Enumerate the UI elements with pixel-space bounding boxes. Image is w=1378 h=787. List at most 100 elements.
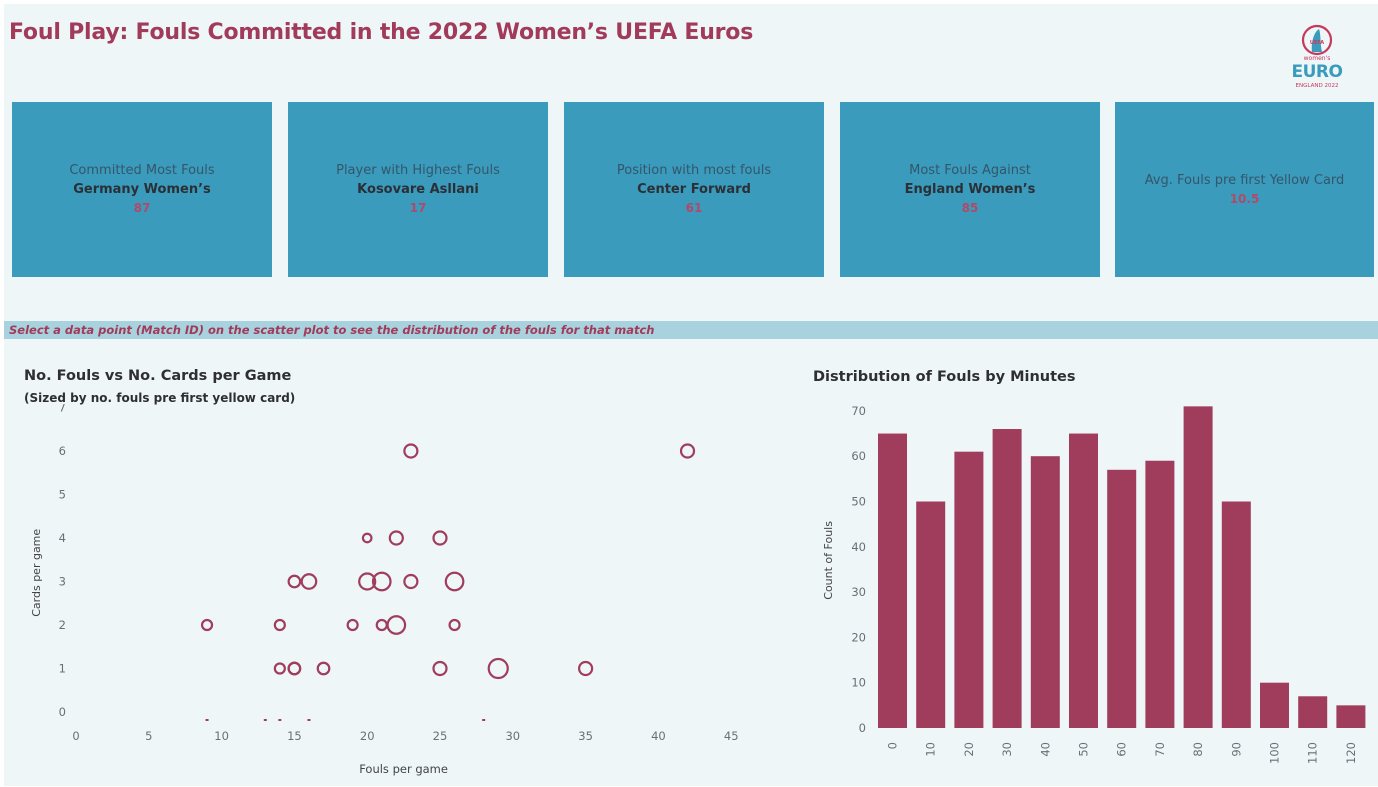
kpi-value: 85 (961, 201, 979, 215)
scatter-x-tick: 15 (287, 729, 302, 743)
scatter-point[interactable] (577, 660, 594, 677)
scatter-point[interactable] (386, 615, 407, 635)
logo-line1: UEFA (1310, 40, 1324, 46)
kpi-name: Germany Women’s (73, 182, 211, 197)
scatter-point[interactable] (361, 532, 373, 544)
bar-x-tick: 10 (924, 742, 938, 757)
scatter-x-tick: 35 (578, 729, 593, 743)
scatter-y-tick: 6 (59, 444, 66, 458)
scatter-y-tick: 4 (59, 531, 66, 545)
bar[interactable] (1145, 460, 1175, 728)
scatter-point[interactable] (200, 618, 214, 632)
bar[interactable] (1069, 433, 1098, 728)
scatter-point[interactable] (444, 571, 465, 592)
bar[interactable] (992, 429, 1022, 728)
scatter-x-tick: 5 (145, 729, 152, 743)
bar-y-tick: 30 (851, 585, 866, 599)
bar[interactable] (1183, 406, 1213, 728)
scatter-x-tick: 10 (214, 729, 229, 743)
bar-x-tick: 60 (1115, 742, 1129, 757)
bar-y-label: Count of Fouls (822, 521, 835, 600)
bar[interactable] (1221, 501, 1251, 729)
scatter-y-tick: 5 (59, 488, 66, 502)
logo-line3: EURO (1292, 62, 1343, 82)
kpi-label: Avg. Fouls pre first Yellow Card (1144, 172, 1345, 188)
bar[interactable] (1298, 696, 1328, 728)
bar-x-tick: 20 (962, 742, 976, 757)
scatter-subtitle: (Sized by no. fouls pre first yellow car… (24, 391, 296, 405)
logo-line2: women's (1304, 55, 1331, 62)
scatter-point[interactable] (388, 530, 404, 546)
scatter-point[interactable] (287, 661, 302, 676)
scatter-y-tick: 7 (59, 404, 66, 415)
bar-x-tick: 30 (1000, 742, 1014, 757)
scatter-point[interactable] (432, 660, 448, 677)
scatter-point[interactable] (273, 662, 286, 675)
scatter-point[interactable] (403, 573, 419, 590)
kpi-name: England Women’s (904, 182, 1036, 197)
page-title: Foul Play: Fouls Committed in the 2022 W… (9, 20, 754, 45)
scatter-point[interactable] (371, 571, 392, 592)
scatter-y-tick: 3 (59, 575, 66, 589)
scatter-x-tick: 40 (651, 729, 666, 743)
scatter-point[interactable] (448, 618, 461, 632)
bar-y-tick: 50 (851, 495, 866, 509)
scatter-point[interactable] (316, 661, 331, 676)
kpi-value: 87 (133, 201, 151, 215)
bar[interactable] (1107, 469, 1137, 728)
bar-x-tick: 50 (1077, 742, 1091, 757)
bar-x-tick: 40 (1038, 742, 1052, 757)
bar[interactable] (1030, 456, 1060, 728)
bar-y-tick: 10 (851, 676, 866, 690)
bar[interactable] (916, 501, 946, 729)
kpi-card-top-player[interactable]: Player with Highest Fouls Kosovare Aslla… (288, 102, 548, 277)
euro-logo: UEFA women's EURO ENGLAND 2022 (1292, 24, 1343, 89)
kpi-value: 17 (409, 201, 427, 215)
kpi-card-fouls-against[interactable]: Most Fouls Against England Women’s 85 (840, 102, 1100, 277)
scatter-point[interactable] (403, 443, 419, 459)
scatter-point[interactable] (432, 530, 448, 546)
scatter-x-tick: 0 (72, 729, 79, 743)
bar-y-tick: 70 (851, 404, 866, 418)
kpi-value: 61 (685, 201, 703, 215)
scatter-point[interactable] (300, 573, 318, 590)
bar-x-tick: 70 (1153, 742, 1167, 757)
scatter-x-tick: 20 (360, 729, 375, 743)
bar-y-tick: 40 (851, 540, 866, 554)
scatter-point[interactable] (358, 572, 377, 591)
bar[interactable] (1260, 682, 1289, 728)
scatter-point[interactable] (375, 618, 388, 632)
kpi-label: Player with Highest Fouls (336, 163, 500, 178)
bar[interactable] (878, 433, 907, 728)
scatter-y-tick: 0 (59, 705, 66, 719)
bar-x-tick: 80 (1191, 742, 1205, 757)
dashboard: Foul Play: Fouls Committed in the 2022 W… (4, 4, 1378, 786)
kpi-card-top-position[interactable]: Position with most fouls Center Forward … (564, 102, 824, 277)
scatter-point[interactable] (273, 618, 286, 632)
kpi-label: Position with most fouls (616, 163, 772, 178)
scatter-x-label: Fouls per game (359, 762, 448, 776)
bar-x-tick: 110 (1306, 742, 1320, 764)
kpi-card-most-fouls[interactable]: Committed Most Fouls Germany Women’s 87 (12, 102, 272, 277)
bar-title: Distribution of Fouls by Minutes (813, 369, 1076, 385)
instruction-banner: Select a data point (Match ID) on the sc… (4, 321, 1378, 339)
bar[interactable] (1336, 705, 1366, 728)
scatter-x-tick: 25 (433, 729, 448, 743)
bar-y-tick: 20 (851, 630, 866, 644)
bar[interactable] (954, 451, 984, 728)
kpi-name: Kosovare Asllani (357, 182, 479, 197)
scatter-point[interactable] (346, 618, 359, 632)
scatter-point[interactable] (287, 574, 302, 589)
kpi-name: Center Forward (637, 182, 751, 197)
bar-x-tick: 100 (1268, 742, 1282, 764)
kpi-card-avg-fouls-yellow[interactable]: Avg. Fouls pre first Yellow Card 10.5 (1115, 102, 1374, 277)
scatter-y-tick: 1 (59, 662, 66, 676)
scatter-point[interactable] (487, 657, 509, 680)
logo-line4: ENGLAND 2022 (1296, 83, 1339, 89)
logo-trophy (1311, 29, 1322, 52)
scatter-point[interactable] (679, 443, 696, 459)
bar-x-tick: 90 (1229, 742, 1243, 757)
scatter-x-tick: 30 (505, 729, 520, 743)
scatter-title: No. Fouls vs No. Cards per Game (24, 368, 292, 384)
